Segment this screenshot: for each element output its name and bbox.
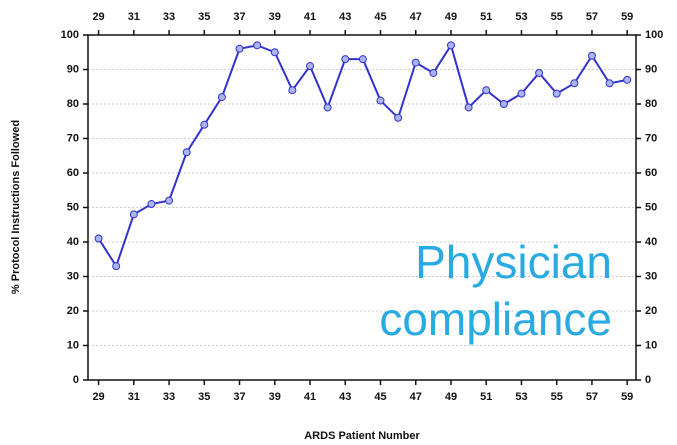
data-point bbox=[270, 48, 279, 57]
data-point bbox=[112, 262, 121, 271]
x2-tick-label: 43 bbox=[339, 11, 351, 23]
x2-tick-label: 53 bbox=[515, 11, 527, 23]
data-point bbox=[165, 196, 174, 205]
x-tick-label: 49 bbox=[445, 391, 457, 403]
y-tick-label: 100 bbox=[61, 29, 79, 41]
data-point bbox=[623, 75, 632, 84]
y2-tick-label: 90 bbox=[645, 63, 657, 75]
x-tick-label: 43 bbox=[339, 391, 351, 403]
data-point bbox=[94, 234, 103, 243]
x2-tick-label: 31 bbox=[128, 11, 140, 23]
y-tick-label: 0 bbox=[73, 374, 79, 386]
data-point bbox=[499, 100, 508, 108]
x-tick-label: 45 bbox=[374, 391, 386, 403]
x-tick-label: 41 bbox=[304, 391, 316, 403]
y-tick-label: 60 bbox=[67, 167, 79, 179]
data-point bbox=[535, 68, 544, 77]
x-axis-label: ARDS Patient Number bbox=[304, 430, 420, 442]
data-point bbox=[394, 113, 403, 122]
data-point bbox=[552, 89, 561, 98]
x-tick-label: 51 bbox=[480, 391, 492, 403]
x2-tick-label: 35 bbox=[198, 11, 210, 23]
data-point bbox=[288, 86, 297, 95]
data-point bbox=[482, 86, 491, 95]
x2-tick-label: 33 bbox=[163, 11, 175, 23]
data-point bbox=[182, 148, 191, 157]
y-tick-label: 20 bbox=[67, 305, 79, 317]
y-tick-label: 10 bbox=[67, 339, 79, 351]
x-tick-label: 39 bbox=[269, 391, 281, 403]
x2-tick-label: 39 bbox=[269, 11, 281, 23]
x-tick-label: 47 bbox=[410, 391, 422, 403]
x-tick-label: 55 bbox=[551, 391, 563, 403]
x-tick-label: 53 bbox=[515, 391, 527, 403]
y-tick-label: 70 bbox=[67, 132, 79, 144]
data-point bbox=[358, 55, 367, 64]
x-tick-label: 59 bbox=[621, 391, 633, 403]
data-point bbox=[605, 79, 614, 88]
data-point bbox=[376, 96, 385, 105]
y-tick-label: 30 bbox=[67, 270, 79, 282]
y2-tick-label: 50 bbox=[645, 201, 657, 213]
x2-tick-label: 57 bbox=[586, 11, 598, 23]
x2-tick-label: 51 bbox=[480, 11, 492, 23]
y-tick-label: 40 bbox=[67, 236, 79, 248]
y-axis-label: % Protocol Instructions Followed bbox=[10, 120, 22, 294]
data-point bbox=[217, 93, 226, 102]
y-tick-label: 50 bbox=[67, 201, 79, 213]
y2-tick-label: 20 bbox=[645, 305, 657, 317]
x-tick-label: 37 bbox=[233, 391, 245, 403]
plot-frame bbox=[87, 34, 637, 381]
y2-tick-label: 0 bbox=[645, 374, 651, 386]
x2-tick-label: 59 bbox=[621, 11, 633, 23]
x2-tick-label: 45 bbox=[374, 11, 386, 23]
y2-tick-label: 10 bbox=[645, 339, 657, 351]
data-line bbox=[97, 42, 628, 269]
y2-tick-label: 80 bbox=[645, 98, 657, 110]
data-point bbox=[253, 41, 262, 50]
data-point bbox=[323, 103, 332, 112]
data-point bbox=[464, 103, 473, 112]
y-tick-label: 90 bbox=[67, 63, 79, 75]
x2-tick-label: 49 bbox=[445, 11, 457, 23]
x2-tick-label: 47 bbox=[410, 11, 422, 23]
y2-tick-label: 60 bbox=[645, 167, 657, 179]
data-point bbox=[306, 62, 315, 71]
x-tick-label: 31 bbox=[128, 391, 140, 403]
data-point bbox=[147, 200, 156, 209]
y2-tick-label: 100 bbox=[645, 29, 663, 41]
x2-tick-label: 29 bbox=[92, 11, 104, 23]
data-point bbox=[411, 58, 420, 67]
y2-tick-label: 70 bbox=[645, 132, 657, 144]
y2-tick-label: 40 bbox=[645, 236, 657, 248]
data-point bbox=[446, 41, 455, 50]
annotation: Physician bbox=[415, 236, 612, 288]
x-tick-label: 57 bbox=[586, 391, 598, 403]
data-point bbox=[235, 44, 244, 53]
x2-tick-label: 41 bbox=[304, 11, 316, 23]
annotation: compliance bbox=[379, 293, 612, 345]
x2-tick-label: 37 bbox=[233, 11, 245, 23]
y-tick-label: 80 bbox=[67, 98, 79, 110]
data-point bbox=[570, 79, 579, 88]
data-point bbox=[517, 89, 526, 98]
data-point bbox=[587, 51, 596, 60]
x-tick-label: 35 bbox=[198, 391, 210, 403]
x2-tick-label: 55 bbox=[551, 11, 563, 23]
data-point bbox=[341, 55, 350, 64]
data-point bbox=[200, 120, 209, 129]
data-point bbox=[129, 210, 138, 219]
x-tick-label: 29 bbox=[92, 391, 104, 403]
y2-tick-label: 30 bbox=[645, 270, 657, 282]
data-point bbox=[429, 68, 438, 77]
x-tick-label: 33 bbox=[163, 391, 175, 403]
